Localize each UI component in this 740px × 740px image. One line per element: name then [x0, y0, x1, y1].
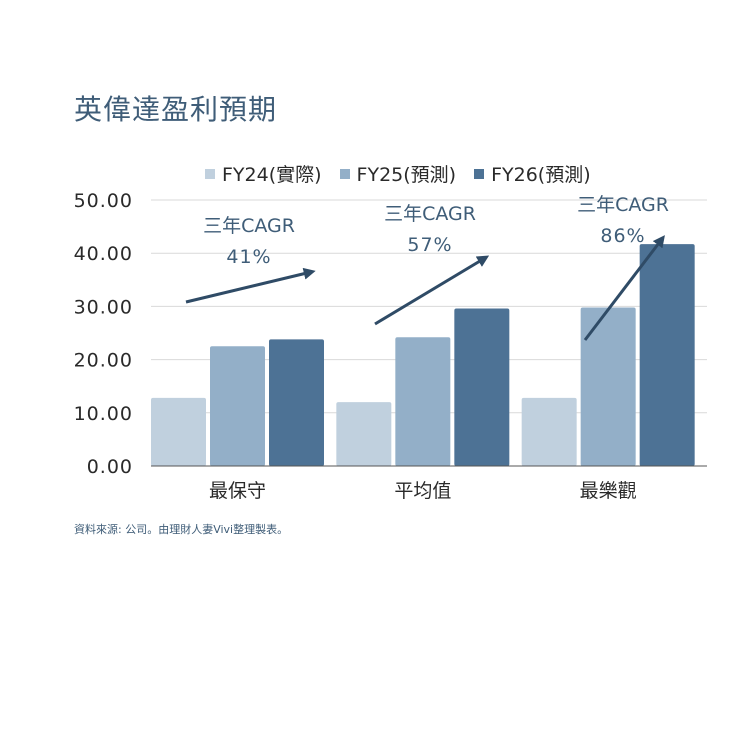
bar [336, 402, 392, 466]
legend-label-fy24: FY24(實際) [222, 164, 322, 186]
y-tick-label: 20.00 [74, 350, 133, 372]
y-tick-label: 30.00 [74, 296, 133, 318]
legend-swatch-fy26 [474, 168, 485, 179]
cagr-value: 57% [407, 234, 452, 256]
growth-arrow [374, 255, 490, 326]
cagr-label: 三年CAGR [203, 215, 295, 237]
y-tick-label: 40.00 [74, 243, 133, 265]
growth-arrow [583, 235, 665, 341]
y-tick-label: 10.00 [74, 403, 133, 425]
chart-title: 英偉達盈利預期 [74, 93, 278, 126]
legend: FY24(實際) FY25(預測) FY26(預測) [205, 160, 591, 187]
bar [210, 346, 265, 466]
growth-arrow [185, 267, 316, 304]
bar [269, 339, 324, 466]
legend-item-fy25: FY25(預測) [339, 160, 457, 187]
x-tick-label: 最樂觀 [580, 480, 637, 502]
legend-label-fy25: FY25(預測) [356, 164, 457, 186]
bar [580, 307, 636, 466]
source-note: 資料來源: 公司。由理財人妻Vivi整理製表。 [74, 523, 289, 536]
bar [395, 337, 451, 466]
y-tick-label: 0.00 [87, 456, 133, 478]
cagr-label: 三年CAGR [384, 203, 476, 225]
cagr-value: 41% [226, 246, 271, 268]
y-tick-label: 50.00 [74, 190, 133, 212]
bar [639, 244, 695, 466]
legend-item-fy24: FY24(實際) [205, 160, 322, 187]
cagr-label: 三年CAGR [577, 194, 669, 216]
legend-item-fy26: FY26(預測) [474, 160, 591, 187]
legend-label-fy26: FY26(預測) [491, 164, 591, 186]
cagr-value: 86% [600, 225, 645, 247]
bar [521, 397, 577, 466]
legend-swatch-fy25 [339, 168, 350, 179]
bar [454, 308, 510, 466]
legend-swatch-fy24 [205, 168, 215, 179]
x-tick-label: 平均值 [394, 480, 451, 502]
bar [151, 397, 206, 466]
x-tick-label: 最保守 [209, 480, 266, 502]
